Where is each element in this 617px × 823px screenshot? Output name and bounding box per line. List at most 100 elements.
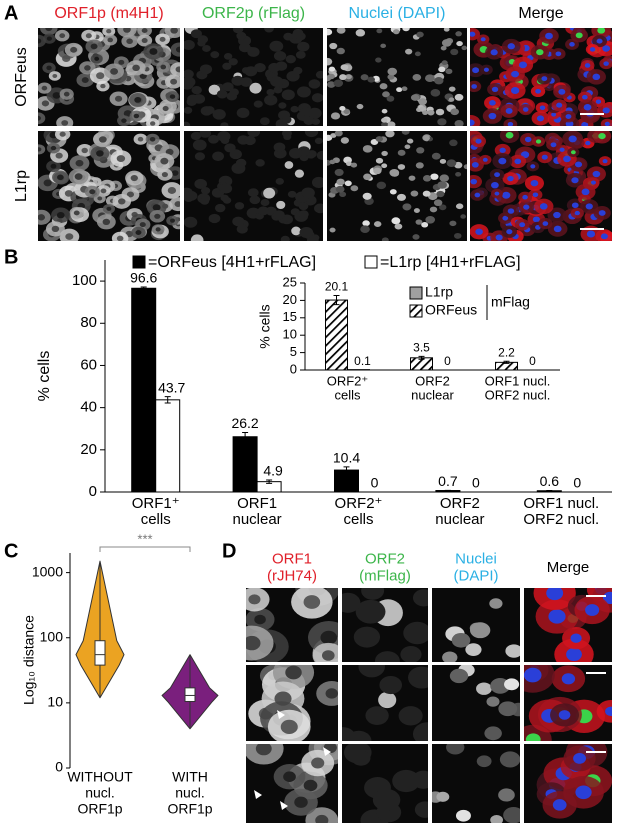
nucleus-hole xyxy=(175,46,180,53)
y-tick-label: 100 xyxy=(40,628,64,644)
nucleus xyxy=(561,673,576,685)
nucleus xyxy=(410,94,420,101)
nucleus xyxy=(486,696,500,707)
nucleus xyxy=(394,223,403,230)
y-tick-label: 0 xyxy=(290,361,297,376)
nucleus xyxy=(437,181,447,189)
nucleus xyxy=(449,139,458,147)
nucleus xyxy=(460,214,466,219)
cell xyxy=(208,213,221,224)
nucleus-hole xyxy=(285,665,302,680)
cell xyxy=(281,131,292,138)
legend-label: L1rp xyxy=(425,284,453,300)
nucleus xyxy=(375,57,382,63)
nucleus xyxy=(598,132,606,140)
nucleus xyxy=(415,162,424,169)
nucleus-hole xyxy=(133,113,140,119)
cell xyxy=(268,62,281,73)
y-tick-label: 0 xyxy=(55,759,63,775)
nucleus xyxy=(390,170,400,177)
nucleus xyxy=(360,74,369,81)
value-label: 43.7 xyxy=(158,379,185,395)
nucleus xyxy=(510,87,520,94)
cell xyxy=(229,88,239,96)
nucleus xyxy=(532,192,539,198)
nucleus xyxy=(339,191,347,198)
x-tick-label: ORF1p xyxy=(77,801,122,817)
x-tick-label: ORF2 xyxy=(440,495,480,512)
nucleus-hole xyxy=(254,614,266,625)
nucleus xyxy=(436,791,450,802)
cell xyxy=(294,169,305,178)
nucleus xyxy=(385,131,395,138)
cell xyxy=(289,147,303,159)
nucleus xyxy=(455,31,462,37)
nucleus xyxy=(336,47,345,55)
x-tick-label: ORF1p xyxy=(167,801,212,817)
nucleus-hole xyxy=(89,189,96,195)
nucleus xyxy=(553,225,562,233)
nucleus xyxy=(453,232,462,239)
channel-label: Merge xyxy=(547,559,590,576)
cell xyxy=(273,86,283,94)
nucleus xyxy=(328,66,336,72)
nucleus-hole xyxy=(56,211,65,219)
nucleus-hole xyxy=(294,796,308,808)
nucleus xyxy=(539,105,546,111)
cell xyxy=(398,706,423,726)
nucleus xyxy=(548,609,566,624)
channel-label: Merge xyxy=(518,5,563,22)
nucleus xyxy=(511,70,519,78)
cell xyxy=(247,131,261,138)
legend-swatch xyxy=(132,255,146,269)
nucleus xyxy=(568,135,577,143)
nucleus xyxy=(443,28,450,32)
nucleus xyxy=(330,112,341,120)
cell xyxy=(223,53,233,60)
nucleus xyxy=(502,215,509,221)
nucleus xyxy=(602,45,611,52)
micrograph xyxy=(327,28,467,126)
nucleus xyxy=(474,192,481,198)
cell xyxy=(184,190,198,201)
nucleus xyxy=(451,632,471,648)
nucleus-hole xyxy=(126,38,133,45)
cell xyxy=(314,177,323,186)
nucleus xyxy=(416,31,424,38)
nucleus xyxy=(603,61,609,66)
cell xyxy=(316,150,323,161)
nucleus xyxy=(546,588,564,601)
y-tick-label: 25 xyxy=(283,274,297,289)
nucleus xyxy=(427,109,435,116)
nucleus xyxy=(499,751,520,768)
value-label: 0 xyxy=(529,354,536,368)
nucleus xyxy=(490,815,504,823)
nucleus xyxy=(518,61,528,69)
nucleus xyxy=(602,159,608,164)
nucleus xyxy=(334,168,344,176)
cell xyxy=(244,135,256,146)
nucleus xyxy=(412,73,422,81)
nucleus xyxy=(519,222,526,228)
nucleus xyxy=(429,206,438,213)
nucleus xyxy=(439,158,447,164)
cell xyxy=(361,588,385,600)
cell xyxy=(263,187,276,199)
nucleus-hole xyxy=(130,174,138,182)
cell xyxy=(222,196,232,204)
nucleus-hole xyxy=(38,115,41,121)
panel-label: A xyxy=(4,2,18,24)
cell xyxy=(184,76,196,88)
nucleus-hole xyxy=(149,48,158,55)
nucleus xyxy=(585,203,593,210)
nucleus xyxy=(605,706,612,717)
nucleus-hole xyxy=(114,95,123,102)
micrograph xyxy=(524,744,612,823)
cell xyxy=(400,646,422,662)
channel-label: (mFlag) xyxy=(359,567,411,584)
y-axis-label: % cells xyxy=(257,304,273,348)
nucleus xyxy=(373,221,382,228)
cell xyxy=(253,100,263,108)
nucleus-hole xyxy=(320,630,338,645)
nucleus xyxy=(438,66,446,73)
